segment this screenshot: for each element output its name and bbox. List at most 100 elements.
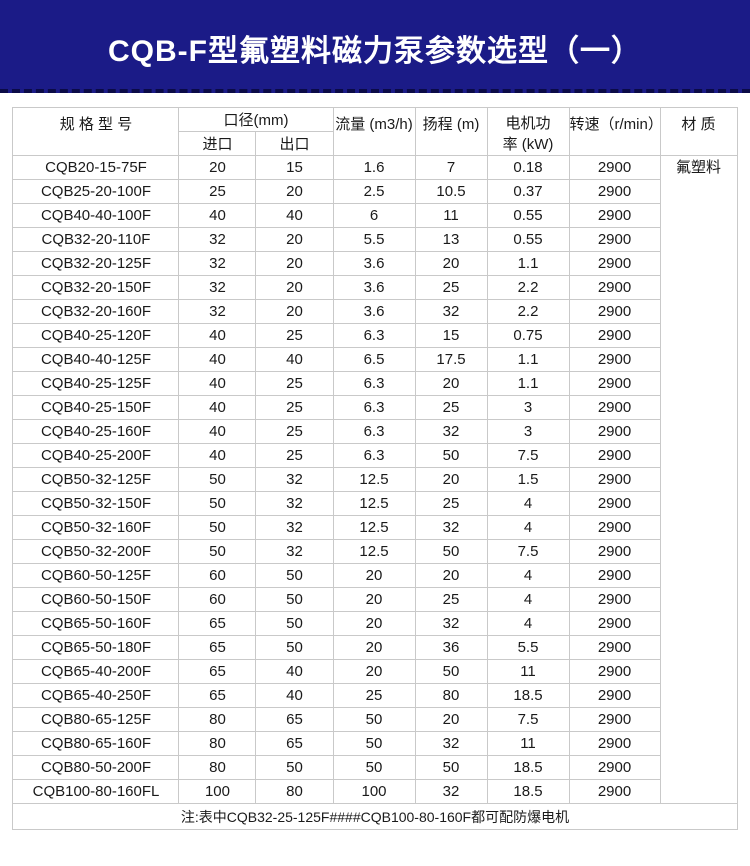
cell-model: CQB65-40-250F [12, 683, 180, 708]
cell-model: CQB40-25-120F [12, 323, 180, 348]
cell-outlet: 32 [255, 467, 334, 492]
table-row: CQB40-40-125F 40 40 6.5 17.5 1.1 2900 [12, 347, 737, 372]
cell-outlet: 25 [255, 395, 334, 420]
cell-inlet: 25 [178, 179, 257, 204]
table-row: CQB32-20-125F 32 20 3.6 20 1.1 2900 [12, 251, 737, 276]
cell-model: CQB40-40-100F [12, 203, 180, 228]
cell-speed: 2900 [568, 635, 661, 660]
cell-outlet: 32 [255, 515, 334, 540]
cell-inlet: 65 [178, 683, 257, 708]
cell-inlet: 40 [178, 395, 257, 420]
cell-outlet: 50 [255, 635, 334, 660]
cell-power: 0.75 [486, 323, 570, 348]
cell-head: 20 [414, 251, 488, 276]
table-row: CQB32-20-150F 32 20 3.6 25 2.2 2900 [12, 275, 737, 300]
table-row: CQB65-40-250F 65 40 25 80 18.5 2900 [12, 683, 737, 708]
cell-flow: 50 [332, 731, 416, 756]
table-row: CQB60-50-125F 60 50 20 20 4 2900 [12, 563, 737, 588]
cell-model: CQB50-32-125F [12, 467, 180, 492]
cell-flow: 12.5 [332, 467, 416, 492]
cell-flow: 3.6 [332, 251, 416, 276]
cell-speed: 2900 [568, 251, 661, 276]
cell-inlet: 32 [178, 251, 257, 276]
cell-power: 0.55 [486, 227, 570, 252]
cell-outlet: 32 [255, 491, 334, 516]
cell-flow: 20 [332, 635, 416, 660]
cell-inlet: 32 [178, 227, 257, 252]
cell-outlet: 40 [255, 659, 334, 684]
cell-inlet: 40 [178, 443, 257, 468]
cell-speed: 2900 [568, 587, 661, 612]
cell-head: 20 [414, 371, 488, 396]
cell-model: CQB50-32-200F [12, 539, 180, 564]
cell-outlet: 50 [255, 587, 334, 612]
cell-power: 3 [486, 419, 570, 444]
cell-flow: 3.6 [332, 299, 416, 324]
cell-flow: 6.3 [332, 443, 416, 468]
cell-inlet: 60 [178, 563, 257, 588]
cell-speed: 2900 [568, 563, 661, 588]
cell-power: 7.5 [486, 443, 570, 468]
table-row: CQB40-25-125F 40 25 6.3 20 1.1 2900 [12, 371, 737, 396]
cell-flow: 6.5 [332, 347, 416, 372]
cell-head: 32 [414, 299, 488, 324]
cell-head: 15 [414, 323, 488, 348]
cell-speed: 2900 [568, 683, 661, 708]
cell-head: 20 [414, 707, 488, 732]
cell-speed: 2900 [568, 395, 661, 420]
cell-outlet: 25 [255, 419, 334, 444]
cell-inlet: 40 [178, 203, 257, 228]
cell-power: 1.1 [486, 347, 570, 372]
cell-power: 18.5 [486, 755, 570, 780]
cell-outlet: 25 [255, 443, 334, 468]
table-row: CQB65-40-200F 65 40 20 50 11 2900 [12, 659, 737, 684]
header-diameter-group: 口径(mm) [178, 107, 334, 132]
cell-head: 32 [414, 731, 488, 756]
cell-model: CQB60-50-150F [12, 587, 180, 612]
cell-inlet: 80 [178, 755, 257, 780]
cell-inlet: 40 [178, 347, 257, 372]
cell-head: 13 [414, 227, 488, 252]
page-title: CQB-F型氟塑料磁力泵参数选型（一） [108, 34, 642, 68]
cell-flow: 5.5 [332, 227, 416, 252]
cell-head: 50 [414, 755, 488, 780]
cell-power: 4 [486, 587, 570, 612]
header-flow: 流量 (m3/h) [332, 107, 416, 156]
header-motor-power: 电机功 率 (kW) [486, 107, 570, 156]
cell-model: CQB80-65-125F [12, 707, 180, 732]
header-head: 扬程 (m) [414, 107, 488, 156]
cell-model: CQB32-20-125F [12, 251, 180, 276]
cell-power: 4 [486, 491, 570, 516]
cell-speed: 2900 [568, 179, 661, 204]
cell-model: CQB80-65-160F [12, 731, 180, 756]
cell-flow: 3.6 [332, 275, 416, 300]
cell-outlet: 32 [255, 539, 334, 564]
cell-model: CQB65-50-160F [12, 611, 180, 636]
cell-speed: 2900 [568, 419, 661, 444]
cell-speed: 2900 [568, 227, 661, 252]
cell-speed: 2900 [568, 539, 661, 564]
cell-speed: 2900 [568, 731, 661, 756]
cell-flow: 20 [332, 611, 416, 636]
cell-head: 11 [414, 203, 488, 228]
cell-model: CQB40-25-200F [12, 443, 180, 468]
cell-flow: 12.5 [332, 539, 416, 564]
table-row: CQB40-25-150F 40 25 6.3 25 3 2900 [12, 395, 737, 420]
cell-flow: 6.3 [332, 395, 416, 420]
cell-head: 25 [414, 395, 488, 420]
cell-speed: 2900 [568, 275, 661, 300]
table-row: CQB50-32-160F 50 32 12.5 32 4 2900 [12, 515, 737, 540]
cell-model: CQB40-40-125F [12, 347, 180, 372]
cell-flow: 1.6 [332, 155, 416, 180]
cell-head: 50 [414, 443, 488, 468]
cell-speed: 2900 [568, 443, 661, 468]
table-row: CQB32-20-160F 32 20 3.6 32 2.2 2900 [12, 299, 737, 324]
cell-speed: 2900 [568, 371, 661, 396]
cell-inlet: 65 [178, 611, 257, 636]
cell-inlet: 50 [178, 539, 257, 564]
cell-flow: 100 [332, 779, 416, 804]
cell-outlet: 20 [255, 227, 334, 252]
cell-flow: 20 [332, 587, 416, 612]
cell-power: 4 [486, 515, 570, 540]
cell-outlet: 40 [255, 683, 334, 708]
